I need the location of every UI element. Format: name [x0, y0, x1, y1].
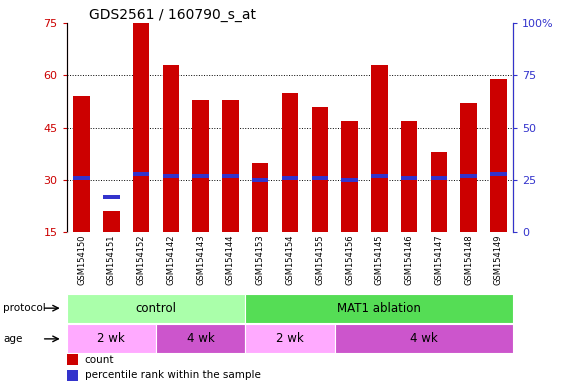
Bar	[401, 176, 417, 180]
Text: GSM154147: GSM154147	[434, 234, 443, 285]
Text: count: count	[85, 355, 114, 365]
Bar	[67, 354, 78, 365]
Text: GSM154151: GSM154151	[107, 234, 116, 285]
Bar	[245, 324, 335, 353]
Text: GSM154149: GSM154149	[494, 234, 503, 285]
Bar	[342, 121, 358, 232]
Bar	[193, 100, 209, 232]
Text: 4 wk: 4 wk	[187, 333, 215, 345]
Text: GSM154144: GSM154144	[226, 234, 235, 285]
Bar	[490, 172, 506, 175]
Text: GSM154155: GSM154155	[316, 234, 324, 285]
Text: 4 wk: 4 wk	[410, 333, 438, 345]
Bar	[431, 176, 447, 180]
Text: MAT1 ablation: MAT1 ablation	[338, 302, 421, 314]
Bar	[252, 178, 269, 182]
Bar	[461, 103, 477, 232]
Text: GSM154143: GSM154143	[196, 234, 205, 285]
Text: GSM154150: GSM154150	[77, 234, 86, 285]
Bar	[311, 176, 328, 180]
Bar	[245, 294, 513, 323]
Text: GSM154148: GSM154148	[464, 234, 473, 285]
Bar	[163, 65, 179, 232]
Bar	[67, 324, 156, 353]
Text: GSM154142: GSM154142	[166, 234, 175, 285]
Bar	[431, 152, 447, 232]
Bar	[163, 174, 179, 178]
Bar	[252, 162, 269, 232]
Bar	[461, 174, 477, 178]
Bar	[67, 370, 78, 381]
Bar	[133, 172, 149, 175]
Bar	[371, 65, 387, 232]
Text: 2 wk: 2 wk	[276, 333, 304, 345]
Text: percentile rank within the sample: percentile rank within the sample	[85, 370, 260, 380]
Bar	[282, 176, 298, 180]
Text: 2 wk: 2 wk	[97, 333, 125, 345]
Bar	[74, 96, 90, 232]
Text: GSM154145: GSM154145	[375, 234, 384, 285]
Bar	[103, 195, 119, 199]
Bar	[222, 174, 238, 178]
Bar	[401, 121, 417, 232]
Text: control: control	[136, 302, 176, 314]
Bar	[193, 174, 209, 178]
Text: GSM154154: GSM154154	[285, 234, 295, 285]
Text: GSM154153: GSM154153	[256, 234, 264, 285]
Bar	[133, 23, 149, 232]
Bar	[342, 178, 358, 182]
Bar	[222, 100, 238, 232]
Text: age: age	[3, 334, 22, 344]
Bar	[371, 174, 387, 178]
Text: GDS2561 / 160790_s_at: GDS2561 / 160790_s_at	[89, 8, 256, 22]
Text: GSM154152: GSM154152	[137, 234, 146, 285]
Bar	[282, 93, 298, 232]
Bar	[311, 107, 328, 232]
Bar	[74, 176, 90, 180]
Text: protocol: protocol	[3, 303, 46, 313]
Bar	[103, 211, 119, 232]
Bar	[490, 79, 506, 232]
Bar	[67, 294, 245, 323]
Bar	[156, 324, 245, 353]
Text: GSM154156: GSM154156	[345, 234, 354, 285]
Bar	[335, 324, 513, 353]
Text: GSM154146: GSM154146	[405, 234, 414, 285]
